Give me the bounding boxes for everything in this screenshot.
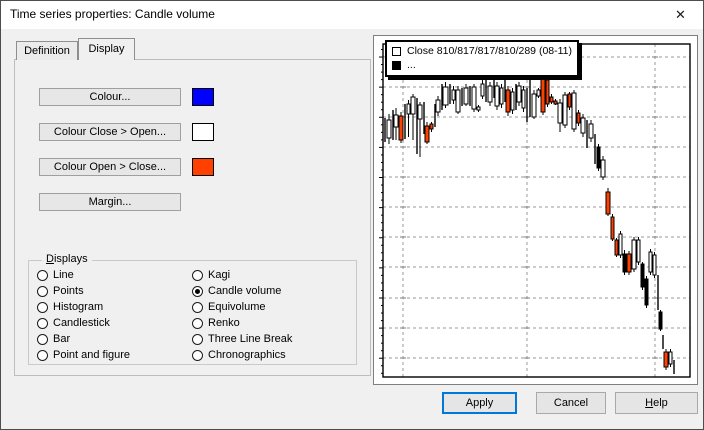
margin-button[interactable]: Margin... xyxy=(39,193,181,211)
help-label: Help xyxy=(645,397,668,409)
chart-legend: Close 810/817/817/810/289 (08-11)... xyxy=(385,40,580,77)
colour-close-open-label: Colour Close > Open... xyxy=(53,126,167,138)
colour-open-close-label: Colour Open > Close... xyxy=(53,161,167,173)
radio-label: Three Line Break xyxy=(208,333,293,345)
legend-label: Close 810/817/817/810/289 (08-11) xyxy=(407,45,573,57)
radio-label: Candlestick xyxy=(53,317,110,329)
tab-display[interactable]: Display xyxy=(78,38,135,60)
legend-swatch-white xyxy=(392,46,401,56)
radio-renko[interactable]: Renko xyxy=(192,315,292,331)
colour-button-label: Colour... xyxy=(89,91,131,103)
radio-icon xyxy=(192,285,203,297)
close-open-swatch xyxy=(192,123,214,141)
radio-icon xyxy=(192,349,203,361)
cancel-button[interactable]: Cancel xyxy=(536,392,606,414)
colour-button[interactable]: Colour... xyxy=(39,88,181,106)
radio-icon xyxy=(192,317,203,329)
apply-button[interactable]: Apply xyxy=(442,392,517,414)
radio-three-line-break[interactable]: Three Line Break xyxy=(192,331,292,347)
radio-points[interactable]: Points xyxy=(37,283,130,299)
radio-chronographics[interactable]: Chronographics xyxy=(192,347,292,363)
legend-label: ... xyxy=(407,59,416,71)
help-button[interactable]: Help xyxy=(615,392,698,414)
chart-preview: Close 810/817/817/810/289 (08-11)... xyxy=(373,35,698,385)
radio-label: Equivolume xyxy=(208,301,266,313)
radio-line[interactable]: Line xyxy=(37,267,130,283)
radio-icon xyxy=(37,285,48,297)
tab-display-label: Display xyxy=(88,43,125,55)
radio-label: Candle volume xyxy=(208,285,282,297)
colour-close-open-button[interactable]: Colour Close > Open... xyxy=(39,123,181,141)
window-title: Time series properties: Candle volume xyxy=(10,7,215,21)
radio-label: Chronographics xyxy=(208,349,286,361)
radio-label: Histogram xyxy=(53,301,104,313)
radio-bar[interactable]: Bar xyxy=(37,331,130,347)
radio-icon xyxy=(192,301,203,313)
colour-swatch xyxy=(192,88,214,106)
radio-label: Points xyxy=(53,285,84,297)
radio-point-and-figure[interactable]: Point and figure xyxy=(37,347,130,363)
close-button[interactable]: ✕ xyxy=(658,1,703,29)
radio-equivolume[interactable]: Equivolume xyxy=(192,299,292,315)
apply-label: Apply xyxy=(465,397,494,409)
colour-open-close-button[interactable]: Colour Open > Close... xyxy=(39,158,181,176)
radio-icon xyxy=(192,333,203,345)
legend-row: Close 810/817/817/810/289 (08-11) xyxy=(392,44,572,58)
cancel-label: Cancel xyxy=(553,397,589,409)
radio-candlestick[interactable]: Candlestick xyxy=(37,315,130,331)
close-icon: ✕ xyxy=(675,7,686,22)
tab-definition-label: Definition xyxy=(24,45,70,57)
radio-label: Bar xyxy=(53,333,71,345)
tab-definition[interactable]: Definition xyxy=(16,41,78,60)
margin-button-label: Margin... xyxy=(88,196,132,208)
chart-canvas xyxy=(379,43,691,378)
radio-icon xyxy=(37,317,48,329)
radio-icon xyxy=(37,349,48,361)
displays-options-left: Line Points Histogram Candlestick Bar Point a… xyxy=(37,267,130,363)
radio-icon xyxy=(192,269,203,281)
radio-histogram[interactable]: Histogram xyxy=(37,299,130,315)
radio-icon xyxy=(37,269,48,281)
legend-swatch-black xyxy=(392,60,401,70)
radio-label: Kagi xyxy=(208,269,231,281)
radio-icon xyxy=(37,301,48,313)
displays-groupbox xyxy=(28,260,357,365)
radio-label: Renko xyxy=(208,317,240,329)
displays-options-right: Kagi Candle volume Equivolume Renko Three Li… xyxy=(192,267,292,363)
radio-label: Line xyxy=(53,269,74,281)
radio-candle-volume[interactable]: Candle volume xyxy=(192,283,292,299)
legend-row: ... xyxy=(392,58,572,72)
titlebar: Time series properties: Candle volume ✕ xyxy=(1,1,703,29)
displays-group-label: Displays xyxy=(42,253,92,265)
radio-label: Point and figure xyxy=(53,349,131,361)
radio-icon xyxy=(37,333,48,345)
open-close-swatch xyxy=(192,158,214,176)
radio-kagi[interactable]: Kagi xyxy=(192,267,292,283)
